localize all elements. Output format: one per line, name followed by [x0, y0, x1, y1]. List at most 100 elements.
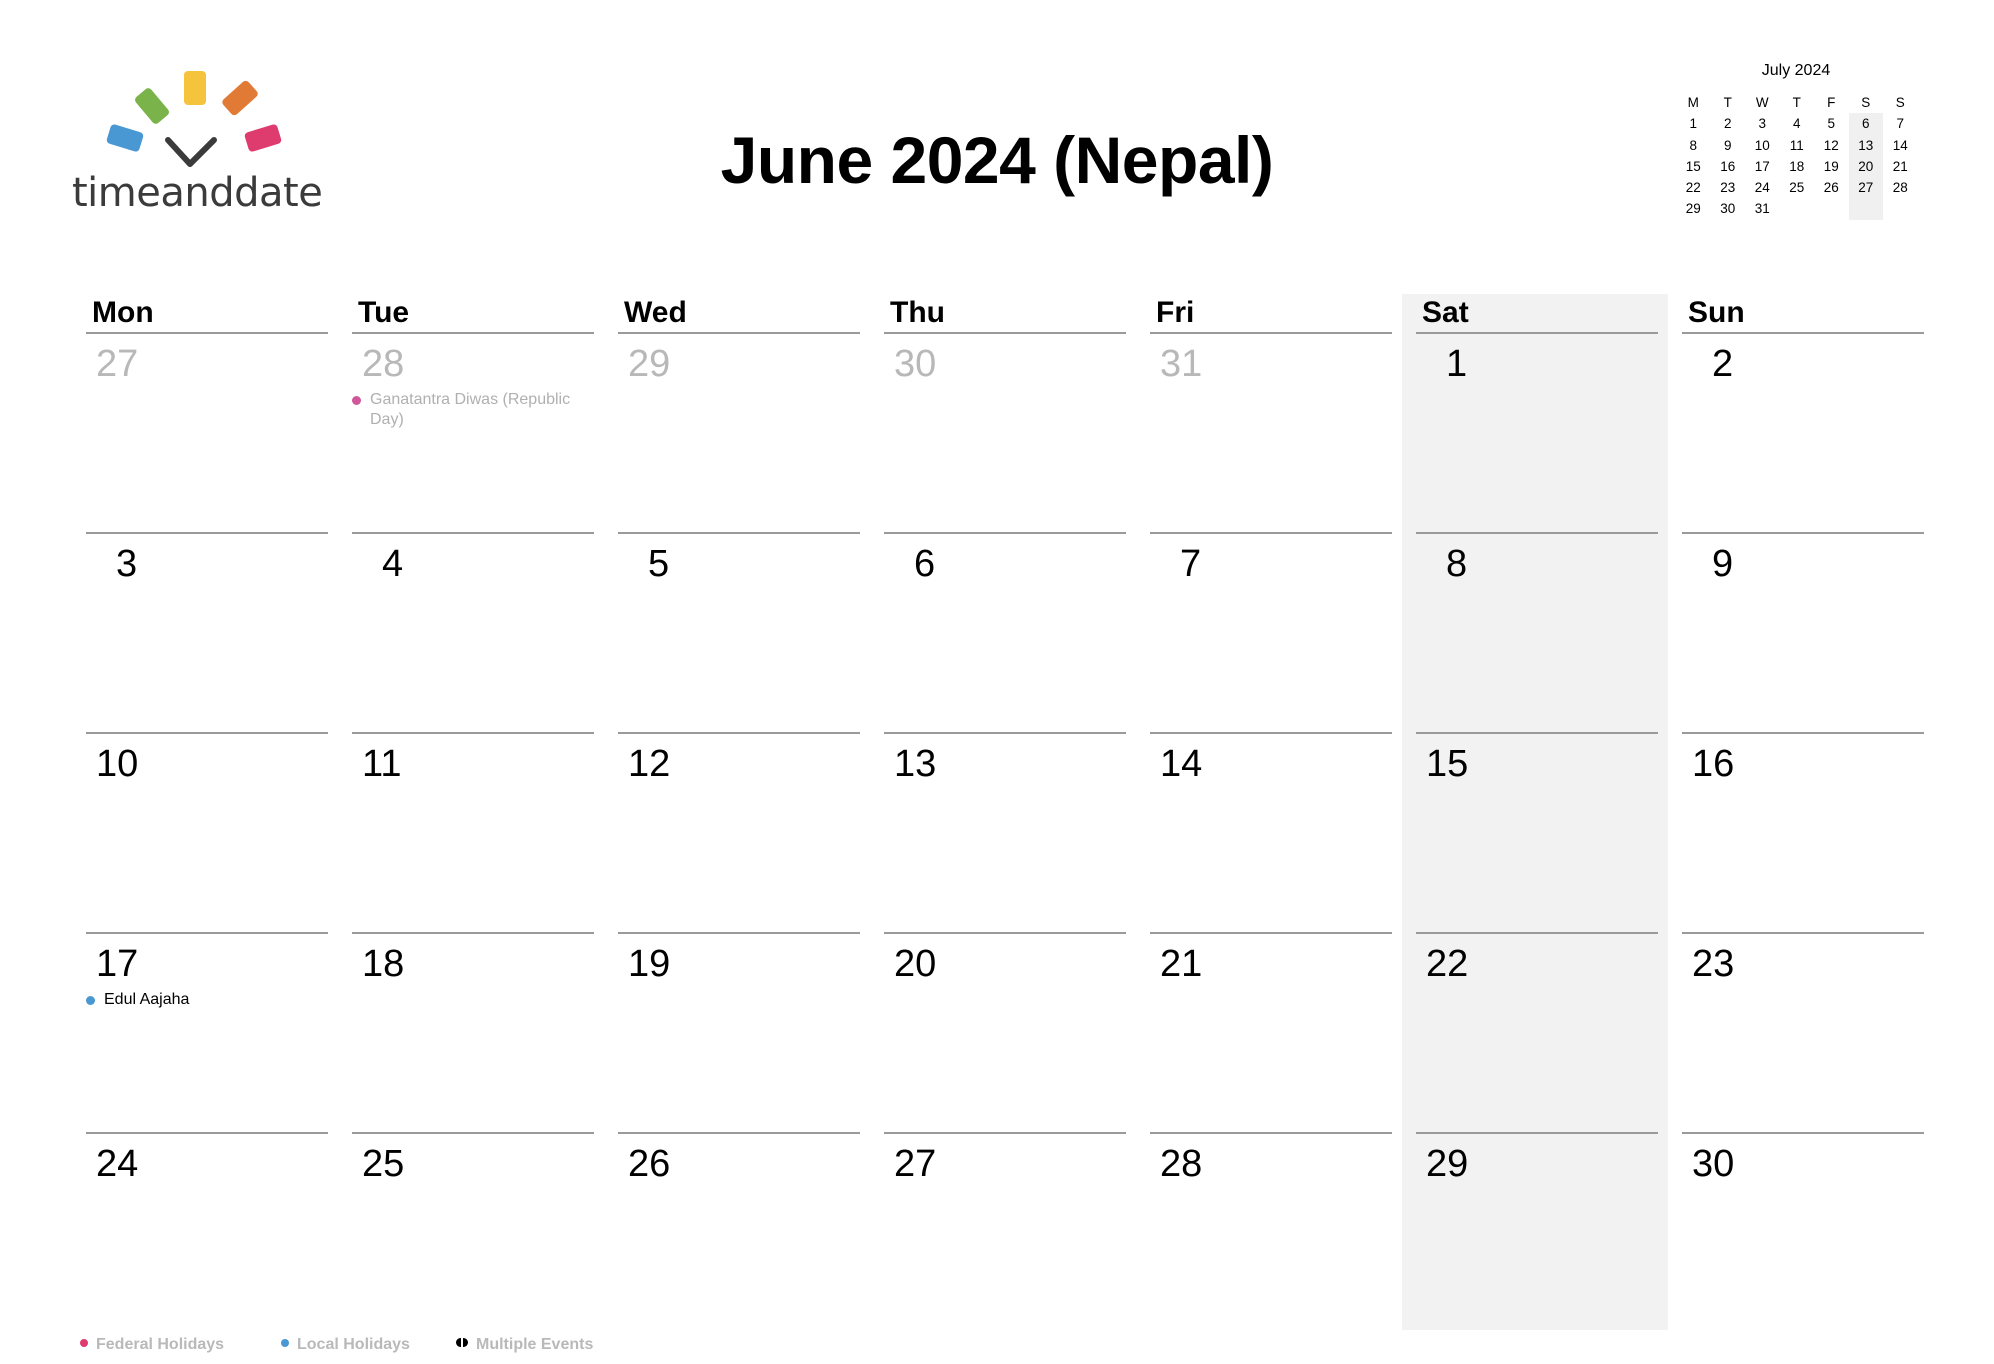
day-number: 14: [1160, 743, 1203, 785]
mini-calendar-grid: M T W T F S S 1 2 3 4 5 6 7 8 9 10 11 12 13 14 15 16 17 18 19 20 21…: [1676, 92, 1916, 220]
day-cell[interactable]: 6: [884, 534, 1126, 732]
mini-calendar-day: 25: [1789, 180, 1805, 196]
holiday-event[interactable]: Edul Aajaha: [86, 990, 326, 1010]
mini-calendar-day: 19: [1823, 158, 1839, 174]
day-cell[interactable]: 1: [1416, 334, 1658, 532]
mini-calendar-weekday: T: [1792, 95, 1801, 110]
day-cell[interactable]: 26: [618, 1134, 860, 1332]
weekday-header-thu: Thu: [890, 296, 945, 329]
mini-calendar-day: 11: [1789, 137, 1804, 153]
mini-calendar-day: 29: [1685, 201, 1701, 217]
day-number: 23: [1692, 943, 1735, 985]
day-number: 13: [894, 743, 937, 785]
day-number: 10: [96, 743, 139, 785]
row-divider: [352, 532, 594, 534]
day-cell[interactable]: 17 Edul Aajaha: [86, 934, 328, 1132]
day-number: 19: [628, 943, 671, 985]
day-number: 1: [1446, 343, 1468, 385]
mini-calendar-day: 8: [1689, 137, 1697, 153]
holiday-dot-icon: [86, 996, 95, 1005]
row-divider: [1682, 732, 1924, 734]
row-divider: [884, 332, 1126, 334]
day-number: 24: [96, 1143, 139, 1185]
day-number: 27: [96, 343, 139, 385]
mini-calendar-day: 14: [1892, 137, 1908, 153]
row-divider: [352, 332, 594, 334]
day-number: 29: [628, 343, 671, 385]
day-cell[interactable]: 31: [1150, 334, 1392, 532]
mini-calendar-day: 23: [1720, 180, 1736, 196]
mini-calendar-day: 27: [1848, 177, 1883, 199]
row-divider: [1150, 332, 1392, 334]
day-cell[interactable]: 30: [884, 334, 1126, 532]
mini-calendar-weekday: W: [1755, 95, 1769, 110]
row-divider: [1416, 932, 1658, 934]
row-divider: [884, 1132, 1126, 1134]
mini-calendar-day: 28: [1892, 180, 1908, 196]
day-cell[interactable]: 27: [884, 1134, 1126, 1332]
mini-calendar-day: [1883, 198, 1918, 219]
day-number: 25: [362, 1143, 405, 1185]
day-cell[interactable]: 8: [1416, 534, 1658, 732]
day-cell[interactable]: 7: [1150, 534, 1392, 732]
day-cell[interactable]: 9: [1682, 534, 1924, 732]
row-divider: [1682, 332, 1924, 334]
day-cell[interactable]: 28 Ganatantra Diwas (Republic Day): [352, 334, 594, 532]
day-number: 12: [628, 743, 671, 785]
row-divider: [1416, 732, 1658, 734]
timeanddate-logo[interactable]: timeanddate: [70, 68, 323, 228]
day-number: 11: [362, 743, 402, 785]
row-divider: [86, 532, 328, 534]
day-number: 22: [1426, 943, 1469, 985]
day-cell[interactable]: 21: [1150, 934, 1392, 1132]
day-cell[interactable]: 18: [352, 934, 594, 1132]
day-cell[interactable]: 13: [884, 734, 1126, 932]
day-cell[interactable]: 28: [1150, 1134, 1392, 1332]
day-number: 8: [1446, 543, 1468, 585]
day-cell[interactable]: 19: [618, 934, 860, 1132]
row-divider: [618, 1132, 860, 1134]
day-cell[interactable]: 16: [1682, 734, 1924, 932]
day-cell[interactable]: 11: [352, 734, 594, 932]
day-number: 30: [894, 343, 937, 385]
day-cell[interactable]: 3: [86, 534, 328, 732]
day-number: 15: [1426, 743, 1469, 785]
legend-label: Local Holidays: [297, 1336, 410, 1353]
day-cell[interactable]: 10: [86, 734, 328, 932]
day-cell[interactable]: 29: [618, 334, 860, 532]
day-cell[interactable]: 27: [86, 334, 328, 532]
day-cell[interactable]: 25: [352, 1134, 594, 1332]
day-cell[interactable]: 5: [618, 534, 860, 732]
day-cell[interactable]: 22: [1416, 934, 1658, 1132]
row-divider: [1682, 532, 1924, 534]
mini-calendar-day: 12: [1823, 137, 1839, 153]
holiday-name: Edul Aajaha: [104, 991, 190, 1008]
day-cell[interactable]: 4: [352, 534, 594, 732]
mini-calendar-day: 16: [1720, 158, 1736, 174]
day-number: 3: [116, 543, 138, 585]
day-cell[interactable]: 30: [1682, 1134, 1924, 1332]
holiday-event[interactable]: Ganatantra Diwas (Republic Day): [352, 390, 592, 430]
day-cell[interactable]: 12: [618, 734, 860, 932]
mini-calendar-day: 26: [1823, 180, 1839, 196]
day-cell[interactable]: 15: [1416, 734, 1658, 932]
row-divider: [1150, 1132, 1392, 1134]
day-cell[interactable]: 23: [1682, 934, 1924, 1132]
row-divider: [884, 532, 1126, 534]
day-cell[interactable]: 14: [1150, 734, 1392, 932]
day-cell[interactable]: 20: [884, 934, 1126, 1132]
weekday-header-sun: Sun: [1688, 296, 1745, 329]
day-cell[interactable]: 2: [1682, 334, 1924, 532]
day-number: 9: [1712, 543, 1734, 585]
day-cell[interactable]: 29: [1416, 1134, 1658, 1332]
month-grid: Mon 27 3 10 17 Edul Aajaha 24 Tue 28 Ganatantra D…: [86, 290, 1924, 1334]
mini-calendar-weekday: S: [1895, 95, 1905, 110]
mini-calendar-day: 3: [1758, 116, 1766, 132]
logo-text: timeanddate: [72, 170, 323, 216]
mini-calendar-day: 9: [1723, 137, 1732, 153]
mini-calendar-day: 20: [1848, 155, 1883, 178]
day-number: 21: [1160, 943, 1203, 985]
day-number: 30: [1692, 1143, 1735, 1185]
day-cell[interactable]: 24: [86, 1134, 328, 1332]
row-divider: [1416, 332, 1658, 334]
